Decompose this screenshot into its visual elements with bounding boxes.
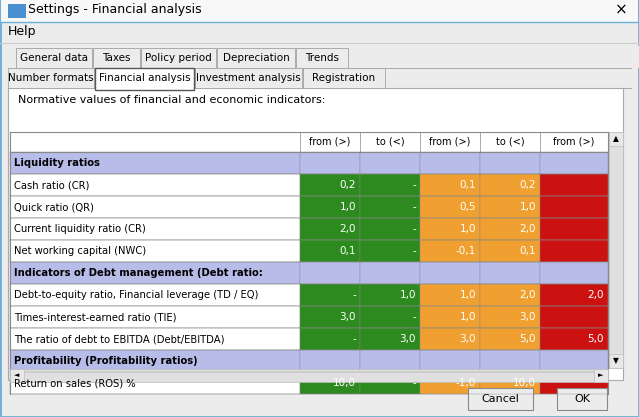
Text: Financial analysis: Financial analysis [98, 73, 190, 83]
Text: Settings - Financial analysis: Settings - Financial analysis [28, 3, 202, 17]
Text: Profitability (Profitability ratios): Profitability (Profitability ratios) [14, 356, 197, 366]
Text: -1,0: -1,0 [456, 378, 476, 388]
Text: 2,0: 2,0 [339, 224, 356, 234]
Text: 0,1: 0,1 [520, 246, 536, 256]
Text: Number formats: Number formats [8, 73, 94, 83]
Text: OK: OK [574, 394, 590, 404]
Text: ▲: ▲ [613, 135, 619, 143]
Text: Trends: Trends [305, 53, 339, 63]
Text: Taxes: Taxes [102, 53, 131, 63]
Text: -: - [412, 246, 416, 256]
Text: -: - [412, 180, 416, 190]
Text: Normative values of financial and economic indicators:: Normative values of financial and econom… [18, 95, 325, 105]
Text: -: - [412, 202, 416, 212]
Text: Depreciation: Depreciation [222, 53, 289, 63]
Text: 3,0: 3,0 [459, 334, 476, 344]
Text: The ratio of debt to EBITDA (Debt/EBITDA): The ratio of debt to EBITDA (Debt/EBITDA… [14, 334, 224, 344]
Text: Indicators of Debt management (Debt ratio:: Indicators of Debt management (Debt rati… [14, 268, 263, 278]
Text: Policy period: Policy period [145, 53, 212, 63]
Text: from (>): from (>) [309, 137, 351, 147]
Text: 2,0: 2,0 [520, 224, 536, 234]
Text: Quick ratio (QR): Quick ratio (QR) [14, 202, 94, 212]
Text: Liquidity ratios: Liquidity ratios [14, 158, 100, 168]
Text: 5,0: 5,0 [520, 334, 536, 344]
Text: Investment analysis: Investment analysis [196, 73, 301, 83]
Text: 3,0: 3,0 [520, 312, 536, 322]
Text: to (<): to (<) [496, 137, 525, 147]
Text: Cancel: Cancel [482, 394, 520, 404]
Text: 0,5: 0,5 [459, 202, 476, 212]
Text: ▼: ▼ [613, 357, 619, 365]
Text: Return on sales (ROS) %: Return on sales (ROS) % [14, 378, 135, 388]
Text: 1,0: 1,0 [339, 202, 356, 212]
Text: Help: Help [8, 25, 36, 38]
Text: 5,0: 5,0 [587, 334, 604, 344]
Text: 1,0: 1,0 [459, 312, 476, 322]
Text: 10,0: 10,0 [513, 378, 536, 388]
Text: Net working capital (NWC): Net working capital (NWC) [14, 246, 146, 256]
Text: Registration: Registration [312, 73, 376, 83]
Text: Debt-to-equity ratio, Financial leverage (TD / EQ): Debt-to-equity ratio, Financial leverage… [14, 290, 258, 300]
Circle shape [602, 99, 622, 119]
Text: -: - [352, 334, 356, 344]
Text: 10,0: 10,0 [333, 378, 356, 388]
Text: 1,0: 1,0 [399, 290, 416, 300]
Text: from (>): from (>) [429, 137, 471, 147]
Text: 1,0: 1,0 [459, 290, 476, 300]
Text: ×: × [615, 3, 627, 18]
Text: from (>): from (>) [553, 137, 595, 147]
Text: 1,0: 1,0 [459, 224, 476, 234]
Text: 3,0: 3,0 [339, 312, 356, 322]
Text: 3,0: 3,0 [399, 334, 416, 344]
Text: 0,2: 0,2 [339, 180, 356, 190]
Text: -: - [412, 378, 416, 388]
Text: -: - [412, 312, 416, 322]
Text: 0,2: 0,2 [520, 180, 536, 190]
Text: General data: General data [20, 53, 88, 63]
Text: 2,0: 2,0 [587, 290, 604, 300]
Text: ◄: ◄ [14, 372, 20, 379]
Text: -0,1: -0,1 [456, 246, 476, 256]
Text: 2,0: 2,0 [520, 290, 536, 300]
Text: 1,0: 1,0 [520, 202, 536, 212]
Text: Times-interest-earned ratio (TIE): Times-interest-earned ratio (TIE) [14, 312, 176, 322]
Text: -: - [412, 224, 416, 234]
Text: -: - [352, 290, 356, 300]
Text: ⚙: ⚙ [606, 103, 618, 116]
Text: ►: ► [598, 372, 604, 379]
Text: 0,1: 0,1 [459, 180, 476, 190]
Text: 0,1: 0,1 [339, 246, 356, 256]
Text: Cash ratio (CR): Cash ratio (CR) [14, 180, 89, 190]
Text: Current liquidity ratio (CR): Current liquidity ratio (CR) [14, 224, 146, 234]
Text: to (<): to (<) [376, 137, 404, 147]
